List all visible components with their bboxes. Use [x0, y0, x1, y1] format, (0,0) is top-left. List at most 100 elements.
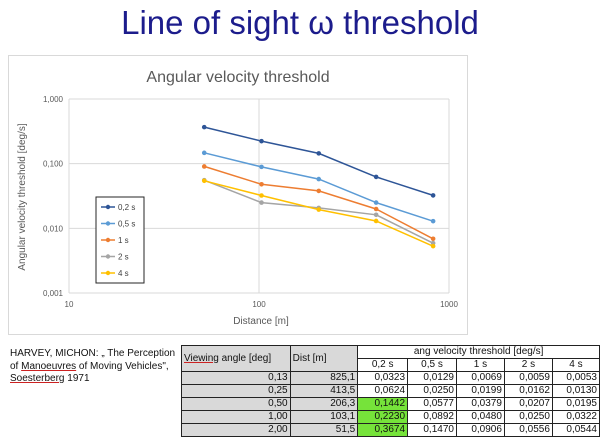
legend-swatch-marker: [105, 237, 111, 243]
table-row: 0,25 413,5 0,0624 0,0250 0,0199 0,0162 0,0130: [181, 384, 600, 398]
chart-area: Angular velocity threshold 0,001 0,010 0,1…: [8, 55, 468, 335]
legend-swatch-marker: [105, 204, 111, 210]
cell-value: 0,1470: [407, 423, 457, 437]
citation-text: HARVEY, MICHON: „ The Perception of Mano…: [10, 348, 178, 386]
series-1-point: [201, 124, 207, 130]
header-duration: 2 s: [503, 358, 553, 372]
cell-value: 0,0322: [551, 410, 600, 424]
chart-title: Angular velocity threshold: [146, 69, 329, 86]
series-2-point: [201, 150, 207, 156]
cell-value: 0,0162: [503, 384, 553, 398]
table-row: 0,50 206,3 0,1442 0,0577 0,0379 0,0207 0,0195: [181, 397, 600, 411]
line-chart: Angular velocity threshold 0,001 0,010 0,1…: [17, 69, 458, 327]
series-4-point: [259, 200, 264, 205]
series-5-point: [373, 218, 379, 224]
series-5-point: [259, 193, 264, 198]
header-ang-velocity-group: ang velocity threshold [deg/s]: [357, 345, 600, 359]
cell-distance: 206,3: [289, 397, 359, 411]
cell-value: 0,0892: [407, 410, 457, 424]
cell-angle: 0,50: [181, 397, 291, 411]
legend-label: 0,2 s: [118, 203, 135, 212]
citation-part-3: of Moving Vehicles",: [76, 360, 169, 372]
cell-distance: 51,5: [289, 423, 359, 437]
cell-value: 0,0059: [503, 371, 553, 385]
citation-part-2: Manoeuvres: [21, 360, 77, 372]
slide-title: Line of sight ω threshold: [121, 4, 479, 41]
cell-value: 0,0556: [503, 423, 553, 437]
cell-value: 0,0250: [503, 410, 553, 424]
cell-distance: 413,5: [289, 384, 359, 398]
legend-swatch-marker: [105, 221, 111, 226]
series-1-point: [373, 174, 379, 180]
x-tick-label: 10: [65, 300, 74, 309]
table-row: 2,00 51,5 0,3674 0,1470 0,0906 0,0556 0,0544: [181, 423, 600, 437]
table-row: 1,00 103,1 0,2230 0,0892 0,0480 0,0250 0,0322: [181, 410, 600, 424]
cell-angle: 1,00: [181, 410, 291, 424]
cell-value: 0,0053: [551, 371, 600, 385]
cell-value: 0,0129: [407, 371, 457, 385]
citation-part-4: Soesterberg: [10, 373, 65, 384]
cell-value: 0,0577: [407, 397, 457, 411]
series-3-point: [373, 206, 379, 212]
cell-value: 0,0207: [503, 397, 553, 411]
cell-value: 0,0130: [551, 384, 600, 398]
legend-label: 1 s: [118, 236, 129, 245]
series-5-point: [316, 207, 322, 212]
y-tick-label: 0,010: [43, 224, 64, 233]
cell-value: 0,0906: [455, 423, 505, 437]
cell-value: 0,0624: [357, 384, 409, 398]
legend-swatch-marker: [105, 254, 111, 259]
series-1-point: [259, 138, 264, 144]
citation-part-5: 1971: [64, 373, 90, 384]
citation-part-1: HARVEY, MICHON: „ The Perception of: [10, 348, 176, 372]
series-3-point: [201, 164, 207, 169]
header-duration: 0,5 s: [407, 358, 457, 372]
x-tick-label: 1000: [440, 300, 458, 309]
cell-value: 0,0544: [551, 423, 600, 437]
series-3-point: [316, 188, 322, 194]
cell-value: 0,1442: [357, 397, 409, 411]
cell-value: 0,0069: [455, 371, 505, 385]
series-2-point: [373, 200, 379, 205]
y-axis-title: Angular velocity threshold [deg/s]: [17, 123, 28, 271]
series-5-point: [201, 178, 207, 184]
y-tick-label: 0,100: [43, 160, 64, 169]
cell-value: 0,0199: [455, 384, 505, 398]
header-viewing-word: Viewing: [184, 352, 219, 364]
header-duration: 1 s: [455, 358, 505, 372]
cell-distance: 825,1: [289, 371, 359, 385]
legend-swatch-marker: [105, 270, 111, 276]
series-1-point: [430, 193, 436, 198]
header-duration: 4 s: [551, 358, 600, 372]
header-distance: Dist [m]: [289, 345, 359, 372]
cell-angle: 2,00: [181, 423, 291, 437]
cell-value: 0,0250: [407, 384, 457, 398]
cell-value: 0,3674: [357, 423, 409, 437]
cell-distance: 103,1: [289, 410, 359, 424]
cell-angle: 0,13: [181, 371, 291, 385]
series-3-point: [259, 181, 264, 187]
y-tick-label: 0,001: [43, 289, 64, 298]
series-2-point: [430, 218, 436, 224]
legend-label: 2 s: [118, 253, 129, 262]
header-duration: 0,2 s: [357, 358, 409, 372]
legend-label: 4 s: [118, 269, 129, 278]
cell-value: 0,0323: [357, 371, 409, 385]
cell-value: 0,2230: [357, 410, 409, 424]
series-5-point: [430, 243, 436, 249]
series-4-point: [373, 212, 379, 218]
cell-value: 0,0480: [455, 410, 505, 424]
header-viewing-angle: Viewing angle [deg]: [181, 345, 291, 372]
table-header-row-1: Viewing angle [deg] Dist [m] ang velocit…: [181, 345, 600, 372]
x-tick-label: 100: [252, 300, 266, 309]
x-axis-title: Distance [m]: [233, 316, 289, 327]
series-3-point: [430, 236, 436, 242]
series-2-point: [316, 176, 322, 182]
series-1-point: [316, 151, 322, 156]
cell-value: 0,0195: [551, 397, 600, 411]
table-row: 0,13 825,1 0,0323 0,0129 0,0069 0,0059 0,0053: [181, 371, 600, 385]
cell-angle: 0,25: [181, 384, 291, 398]
y-tick-label: 1,000: [43, 95, 64, 104]
velocity-threshold-table: Viewing angle [deg] Dist [m] ang velocit…: [181, 345, 600, 437]
header-viewing-rest: angle [deg]: [218, 352, 272, 364]
